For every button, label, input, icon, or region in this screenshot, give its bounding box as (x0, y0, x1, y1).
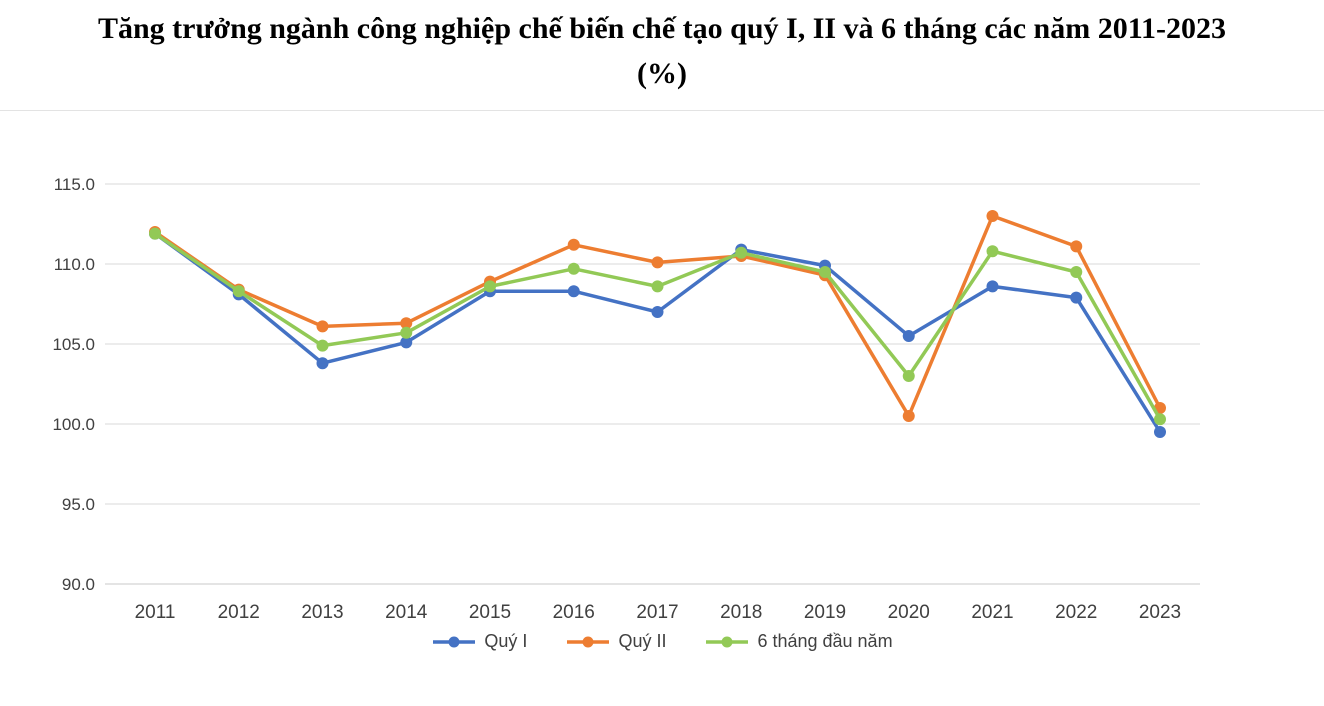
data-point (1070, 266, 1083, 278)
x-tick-label: 2019 (804, 602, 846, 623)
data-point (567, 262, 580, 275)
legend-label: Quý I (484, 631, 528, 651)
y-tick-label: 110.0 (54, 255, 95, 274)
legend-item-3: 6 tháng đầu năm (704, 631, 893, 652)
x-tick-label: 2013 (301, 602, 343, 623)
data-point (567, 238, 580, 251)
legend-item-2: Quý II (565, 631, 666, 652)
x-tick-label: 2011 (135, 602, 176, 623)
legend-label: 6 tháng đầu năm (757, 631, 893, 651)
legend-marker-icon (433, 636, 476, 647)
y-tick-label: 115.0 (54, 175, 95, 194)
data-point (316, 320, 329, 333)
data-point (149, 227, 161, 240)
data-point (902, 330, 915, 342)
legend-label: Quý II (618, 631, 667, 651)
x-tick-label: 2012 (218, 602, 260, 623)
data-point (232, 285, 245, 298)
x-tick-label: 2016 (553, 602, 595, 623)
data-point (986, 245, 999, 258)
data-point (400, 317, 413, 330)
x-tick-label: 2014 (385, 602, 428, 623)
data-point (902, 370, 915, 382)
data-point (316, 357, 329, 370)
line-chart: 90.0 95.0 100.0 105.0 110.0 115.0 2011 2012 2013… (0, 117, 1324, 629)
title-divider (0, 110, 1324, 111)
data-point (400, 336, 413, 349)
data-point (1070, 291, 1083, 304)
data-point (735, 246, 748, 259)
legend-item-1: Quý I (431, 631, 527, 652)
data-point (1154, 413, 1166, 426)
data-point (1070, 240, 1083, 253)
line-chart-canvas: 90.0 95.0 100.0 105.0 110.0 115.0 2011 2012 2013… (52, 175, 1200, 623)
data-point (1154, 426, 1166, 438)
chart-title: Tăng trưởng ngành công nghiệp chế biến c… (97, 12, 1227, 90)
legend-marker-icon (567, 636, 610, 647)
data-point (316, 339, 329, 352)
legend-marker-icon (706, 636, 749, 647)
data-point (986, 210, 999, 222)
x-tick-label: 2015 (469, 602, 511, 623)
data-point (567, 285, 580, 298)
x-tick-label: 2023 (1139, 602, 1181, 623)
data-point (651, 256, 664, 269)
data-point (651, 280, 664, 293)
x-tick-label: 2020 (888, 602, 930, 623)
x-tick-label: 2022 (1055, 602, 1097, 623)
y-tick-label: 95.0 (62, 495, 95, 514)
x-tick-label: 2018 (720, 602, 762, 623)
y-tick-label: 90.0 (62, 575, 95, 594)
data-point (400, 326, 413, 339)
y-tick-label: 105.0 (52, 335, 95, 354)
x-tick-label: 2017 (636, 602, 678, 623)
y-tick-label: 100.0 (52, 415, 95, 434)
chart-legend: Quý I Quý II 6 tháng đầu năm (0, 631, 1324, 652)
data-point (986, 280, 999, 293)
data-point (902, 410, 915, 422)
data-point (484, 280, 496, 293)
data-point (819, 266, 831, 278)
x-tick-label: 2021 (971, 602, 1013, 623)
data-point (651, 306, 664, 318)
